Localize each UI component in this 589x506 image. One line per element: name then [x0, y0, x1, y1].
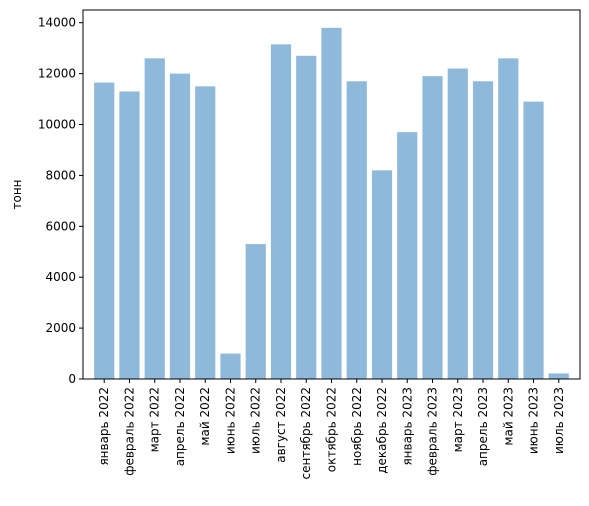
y-tick-label: 0 [68, 372, 76, 386]
y-tick-label: 2000 [45, 321, 76, 335]
y-axis-label: тонн [10, 179, 24, 209]
x-tick-label: февраль 2023 [426, 387, 440, 476]
y-axis-ticks: 0 2000 4000 6000 8000 10000 12000 14000 [38, 16, 83, 386]
x-tick-label: март 2022 [148, 387, 162, 452]
x-tick-label: июль 2022 [249, 387, 263, 454]
bar [220, 353, 241, 379]
x-tick-label: июль 2023 [552, 387, 566, 454]
y-tick-label: 4000 [45, 270, 76, 284]
bar [296, 55, 317, 380]
y-tick-label: 6000 [45, 219, 76, 233]
x-tick-label: июнь 2023 [527, 387, 541, 454]
bar [195, 86, 216, 379]
bar [397, 132, 418, 379]
bar [245, 244, 266, 379]
x-axis-ticks: январь 2022 февраль 2022 март 2022 апрель 2… [97, 379, 566, 479]
bar [94, 82, 115, 379]
bars-group [94, 27, 569, 380]
x-tick-label: май 2022 [198, 387, 212, 446]
bar [346, 81, 367, 379]
x-tick-label: ноябрь 2022 [350, 387, 364, 466]
x-tick-label: январь 2023 [400, 387, 414, 466]
x-tick-label: январь 2022 [97, 387, 111, 466]
x-tick-label: май 2023 [501, 387, 515, 446]
y-tick-label: 10000 [38, 118, 76, 132]
y-tick-label: 8000 [45, 168, 76, 182]
y-tick-label: 12000 [38, 67, 76, 81]
bar [371, 170, 393, 379]
bar [472, 81, 494, 379]
x-tick-label: сентябрь 2022 [299, 387, 313, 479]
bar [422, 76, 443, 380]
bar [144, 58, 165, 379]
x-tick-label: июнь 2022 [223, 387, 237, 454]
x-tick-label: февраль 2022 [122, 387, 136, 476]
x-tick-label: апрель 2023 [476, 387, 490, 466]
x-tick-label: август 2022 [274, 387, 288, 463]
bar [498, 58, 519, 379]
bar [169, 73, 191, 380]
plot-frame [82, 9, 581, 380]
bar [321, 27, 342, 380]
bar [447, 68, 468, 379]
x-tick-label: март 2023 [451, 387, 465, 452]
bar [270, 44, 292, 380]
y-tick-label: 14000 [38, 16, 76, 30]
x-tick-label: декабрь 2022 [375, 387, 389, 474]
bar [548, 373, 569, 379]
bar [523, 101, 544, 380]
bar [119, 91, 140, 380]
x-tick-label: октябрь 2022 [325, 387, 339, 472]
x-tick-label: апрель 2022 [173, 387, 187, 466]
